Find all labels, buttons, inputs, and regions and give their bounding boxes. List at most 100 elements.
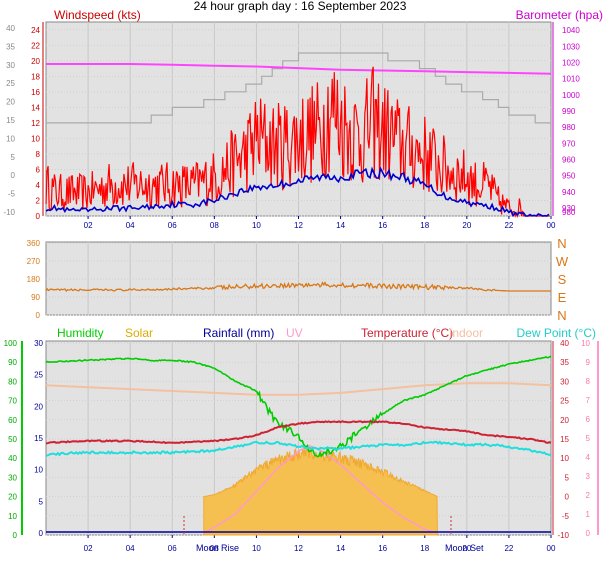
wind-gray-line <box>46 52 551 124</box>
barometer-tick: 980 <box>562 123 576 132</box>
temperature-tick: 15 <box>560 435 569 444</box>
wind-x-tick: 18 <box>420 221 429 230</box>
windspeed-tick: 10 <box>31 134 40 143</box>
windspeed-tick: 14 <box>31 103 40 112</box>
solar-tick: 0 <box>39 529 44 538</box>
windspeed-tick: 18 <box>31 72 40 81</box>
solar-tick: 25 <box>34 371 43 380</box>
wind-x-tick: 04 <box>126 221 135 230</box>
wind-right-ticks: 1040 1030 1020 1010 1000 990 980 970 960 950 940 93… <box>552 22 580 217</box>
moon-set-label: Moon Set <box>445 543 484 553</box>
wind-outer-tick: 15 <box>6 116 15 125</box>
solar-area <box>203 445 438 536</box>
wind-x-ticks: 02 04 06 08 10 12 14 16 18 20 22 00 <box>84 216 556 230</box>
barometer-tick: 1000 <box>562 91 580 100</box>
barometer-tick-extra: 980 <box>562 208 576 217</box>
indoor-temperature-line <box>45 382 552 396</box>
chart-title: 24 hour graph day : 16 September 2023 <box>194 0 407 13</box>
temperature-axis-ticks: 40 35 30 25 20 15 10 5 0 -5 -10 <box>552 339 570 540</box>
uv-tick: 4 <box>586 453 591 462</box>
humidity-tick: 100 <box>4 339 18 348</box>
humidity-tick: 40 <box>8 454 17 463</box>
wind-direction-line <box>45 281 551 293</box>
barometer-tick: 1040 <box>562 26 580 35</box>
temperature-tick: 20 <box>560 416 569 425</box>
thermo-x-tick: 04 <box>126 544 135 553</box>
thermo-panel: Humidity Solar Rainfall (mm) UV Temperat… <box>4 326 599 553</box>
humidity-tick: 50 <box>8 435 17 444</box>
wind-x-tick: 02 <box>84 221 93 230</box>
direction-tick: 270 <box>27 257 41 266</box>
thermo-x-tick: 22 <box>504 544 513 553</box>
barometer-tick: 990 <box>562 107 576 116</box>
solar-tick: 5 <box>39 497 44 506</box>
humidity-tick: 70 <box>8 397 17 406</box>
direction-tick: 360 <box>27 239 41 248</box>
temperature-line <box>45 420 552 445</box>
windspeed-tick: 24 <box>31 26 40 35</box>
barometer-tick: 950 <box>562 172 576 181</box>
wind-x-tick: 16 <box>378 221 387 230</box>
compass-label: W <box>556 254 569 269</box>
humidity-tick: 90 <box>8 358 17 367</box>
uv-tick: 7 <box>586 396 591 405</box>
humidity-tick: 0 <box>13 531 18 540</box>
temperature-tick: -10 <box>557 531 569 540</box>
uv-tick: 9 <box>586 358 591 367</box>
barometer-axis-label: Barometer (hpa) <box>516 8 603 22</box>
windspeed-tick: 22 <box>31 41 40 50</box>
thermo-x-tick: 16 <box>378 544 387 553</box>
legend-humidity: Humidity <box>57 326 104 340</box>
barometer-tick: 970 <box>562 139 576 148</box>
wind-outer-tick: -10 <box>3 208 15 217</box>
windspeed-gust-line <box>45 66 550 219</box>
uv-tick: 0 <box>586 529 591 538</box>
compass-label: N <box>557 308 566 323</box>
temperature-tick: 0 <box>565 493 570 502</box>
uv-tick: 6 <box>586 415 591 424</box>
temperature-tick: 10 <box>560 454 569 463</box>
humidity-tick: 10 <box>8 512 17 521</box>
uv-tick: 10 <box>581 339 590 348</box>
windspeed-axis-label: Windspeed (kts) <box>54 8 141 22</box>
windspeed-average-line <box>45 166 550 218</box>
humidity-line <box>45 355 552 458</box>
thermo-x-tick: 20 <box>462 544 471 553</box>
legend-dewpoint: Dew Point (°C) <box>517 326 596 340</box>
compass-label: S <box>558 272 567 287</box>
wind-x-tick: 22 <box>504 221 513 230</box>
uv-tick: 1 <box>586 510 591 519</box>
legend-uv: UV <box>286 326 303 340</box>
thermo-x-tick: 10 <box>252 544 261 553</box>
wind-outer-tick: 0 <box>11 171 16 180</box>
direction-tick: 0 <box>36 311 41 320</box>
humidity-tick: 30 <box>8 473 17 482</box>
barometer-tick: 940 <box>562 188 576 197</box>
barometer-tick: 1020 <box>562 58 580 67</box>
humidity-tick: 20 <box>8 493 17 502</box>
direction-tick: 180 <box>27 275 41 284</box>
windspeed-tick: 6 <box>36 165 41 174</box>
windspeed-tick: 16 <box>31 88 40 97</box>
temperature-tick: -5 <box>562 512 570 521</box>
dewpoint-line <box>45 440 552 457</box>
solar-tick: 15 <box>34 434 43 443</box>
uv-tick: 3 <box>586 472 591 481</box>
wind-panel: Windspeed (kts) Barometer (hpa) 40353025… <box>3 8 603 230</box>
windspeed-tick: 2 <box>36 196 41 205</box>
solar-tick: 20 <box>34 402 43 411</box>
barometer-tick: 960 <box>562 155 576 164</box>
humidity-tick: 60 <box>8 416 17 425</box>
direction-left-ticks: 360 270 180 90 0 <box>27 239 41 320</box>
wind-x-tick: 06 <box>168 221 177 230</box>
wind-x-tick: 14 <box>336 221 345 230</box>
temperature-tick: 30 <box>560 377 569 386</box>
solar-tick: 30 <box>34 339 43 348</box>
temperature-tick: 35 <box>560 358 569 367</box>
wind-outer-tick: 5 <box>11 153 16 162</box>
wind-outer-ticks: 40 35 30 25 20 15 10 5 0 -5 -10 <box>3 24 15 217</box>
wind-x-tick: 20 <box>462 221 471 230</box>
